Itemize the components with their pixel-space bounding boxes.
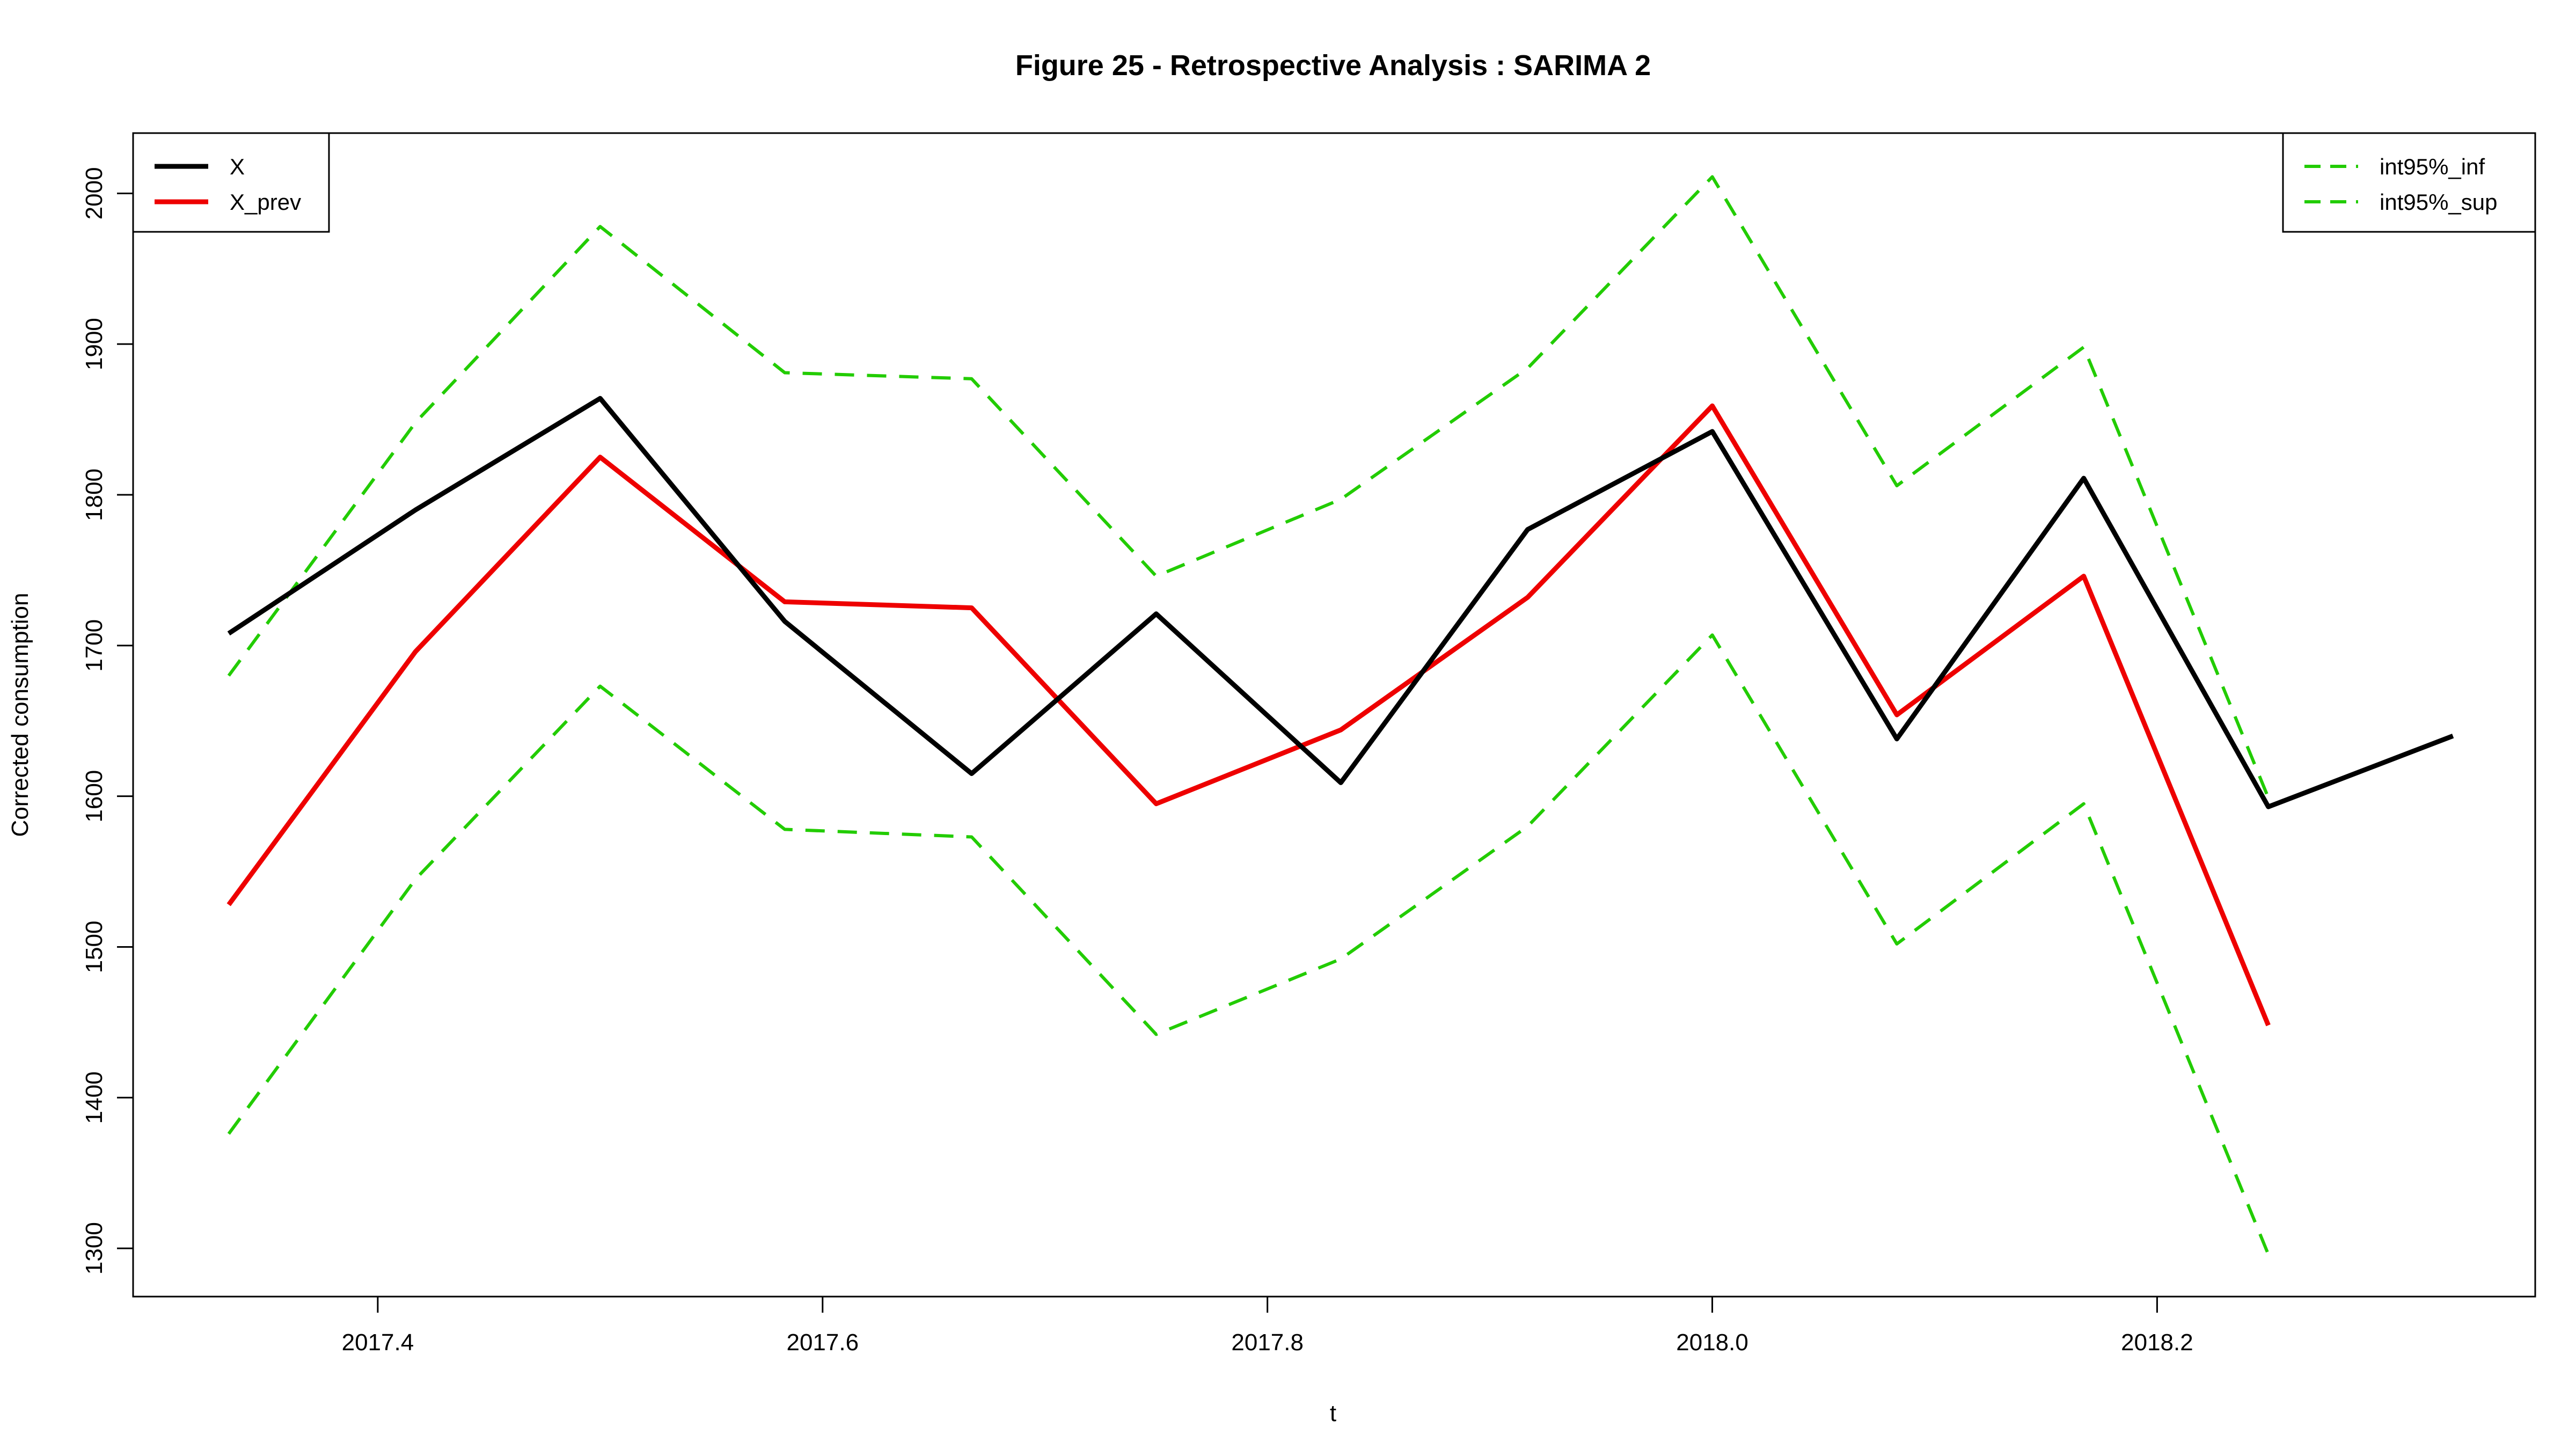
legend-layer: X X_prev int95%_inf int95%_sup	[132, 132, 2536, 233]
legend-label: int95%_inf	[2380, 154, 2485, 179]
legend-label: int95%_sup	[2380, 189, 2498, 215]
legend-label: X_prev	[230, 189, 301, 215]
y-tick-label: 1300	[81, 1222, 107, 1275]
y-tick-label: 1500	[81, 921, 107, 974]
y-tick-label: 1800	[81, 469, 107, 521]
y-tick-label: 1900	[81, 318, 107, 370]
x-tick-label: 2017.6	[786, 1329, 859, 1356]
series-line-int95-sup	[227, 175, 2270, 799]
series-layer	[226, 175, 2454, 1255]
y-axis-label: Corrected consumption	[7, 593, 33, 837]
legend-box	[132, 132, 330, 233]
y-tick-label: 1600	[81, 770, 107, 823]
x-tick-label: 2018.2	[2121, 1329, 2193, 1356]
x-axis: 2017.4 2017.6 2017.8 2018.0 2018.2	[342, 1297, 2193, 1356]
y-tick-label: 1700	[81, 619, 107, 672]
y-axis: 1300 1400 1500 1600 1700 1800 1900 2000	[81, 167, 133, 1275]
plot-frame	[132, 132, 2536, 1298]
y-tick-label: 2000	[81, 167, 107, 219]
x-axis-label: t	[1330, 1400, 1336, 1426]
series-line-x	[227, 396, 2454, 809]
x-tick-label: 2018.0	[1676, 1329, 1748, 1356]
chart-title: Figure 25 - Retrospective Analysis : SAR…	[1015, 49, 1651, 82]
x-tick-label: 2017.8	[1231, 1329, 1304, 1356]
legend-label: X	[230, 154, 245, 179]
x-tick-label: 2017.4	[342, 1329, 414, 1356]
y-tick-label: 1400	[81, 1071, 107, 1124]
series-line-int95-inf	[227, 633, 2270, 1255]
legend-box	[2282, 132, 2536, 233]
